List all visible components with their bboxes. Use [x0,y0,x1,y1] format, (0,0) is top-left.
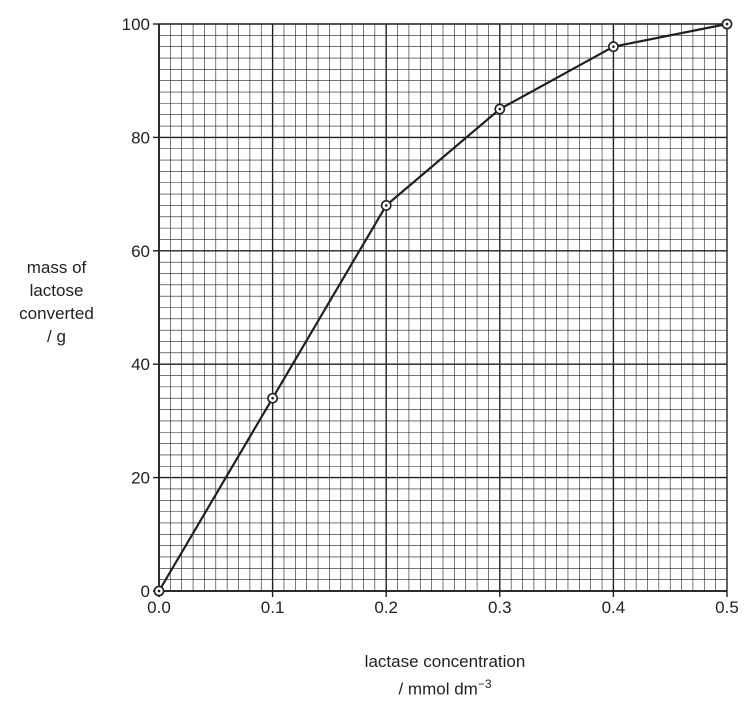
x-axis-label-line-2: / mmol dm−3 [300,673,590,701]
y-axis-label: mass of lactose converted / g [0,256,113,348]
data-point-dot [612,45,615,48]
x-axis-unit-exponent: −3 [477,677,492,691]
x-tick-label: 0.3 [488,598,512,617]
x-tick-label: 0.1 [261,598,285,617]
data-point-dot [498,107,502,111]
x-tick-label: 0.2 [374,598,398,617]
y-tick-label: 20 [131,469,150,488]
x-axis-label-line-1: lactase concentration [364,652,526,671]
y-tick-label: 80 [131,128,150,147]
major-gridlines [158,23,728,592]
y-tick-label: 0 [141,582,150,601]
x-tick-labels: 0.0 0.1 0.2 0.3 0.4 0.5 [147,598,739,617]
data-point-dot [271,396,274,400]
y-tick-label: 60 [131,242,150,261]
x-axis-unit: / mmol dm [398,679,478,699]
data-point-dot [157,589,161,593]
data-point-dot [384,204,388,207]
y-axis-label-line-1: mass of [26,258,87,277]
x-tick-label: 0.5 [715,598,739,617]
axes [153,23,728,597]
x-tick-label: 0.4 [602,598,626,617]
minor-gridlines [159,24,727,591]
data-series [153,18,733,597]
y-axis-label-line-2: lactose [29,281,84,300]
x-tick-label: 0.0 [147,598,171,617]
y-tick-label: 40 [131,355,150,374]
x-axis-label: lactase concentration / mmol dm−3 [300,650,590,701]
series-line [158,22,728,592]
y-tick-labels: 0 20 40 60 80 100 [122,15,150,601]
data-point-dot [725,22,729,26]
y-tick-label: 100 [122,15,150,34]
y-axis-label-line-3: converted [19,304,94,323]
y-axis-label-line-4: / g [47,327,66,346]
